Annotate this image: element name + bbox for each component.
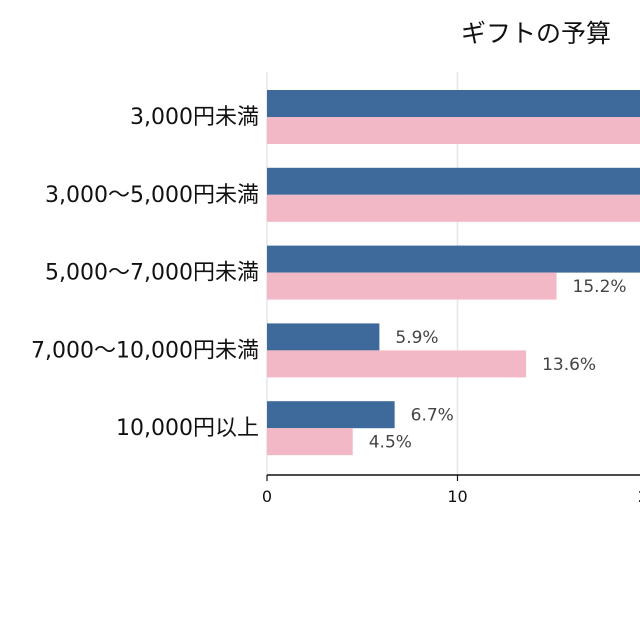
bar-value-label: 6.7% — [411, 406, 454, 426]
bar — [267, 272, 557, 300]
bar-value-label: 4.5% — [369, 433, 412, 453]
x-tick-label: 20 — [638, 487, 640, 506]
category-label: 3,000〜5,000円未満 — [45, 183, 259, 208]
x-tick-label: 0 — [262, 487, 272, 506]
bar — [267, 167, 640, 195]
x-axis: 0 10 20 — [262, 474, 640, 506]
category-label: 10,000円以上 — [116, 416, 259, 441]
x-tick-label: 10 — [447, 487, 467, 506]
bar-value-label: 15.2% — [573, 277, 627, 297]
category-label: 3,000円未満 — [130, 105, 259, 130]
category-labels: 3,000円未満 3,000〜5,000円未満 5,000〜7,000円未満 7,00… — [31, 105, 259, 441]
bar — [267, 90, 640, 117]
bar — [267, 428, 353, 456]
bar-value-label: 13.6% — [542, 355, 596, 375]
bars — [267, 90, 640, 456]
bar — [267, 245, 640, 273]
category-label: 7,000〜10,000円未満 — [31, 338, 259, 363]
bar — [267, 350, 527, 378]
value-labels: 15.2% 5.9% 13.6% 6.7% 4.5% — [369, 277, 627, 453]
bar-value-label: 5.9% — [395, 328, 438, 348]
bar — [267, 117, 640, 144]
bar — [267, 323, 380, 351]
bar — [267, 194, 640, 222]
category-label: 5,000〜7,000円未満 — [45, 261, 259, 286]
bar — [267, 401, 395, 429]
chart-title: ギフトの予算 — [461, 19, 611, 48]
